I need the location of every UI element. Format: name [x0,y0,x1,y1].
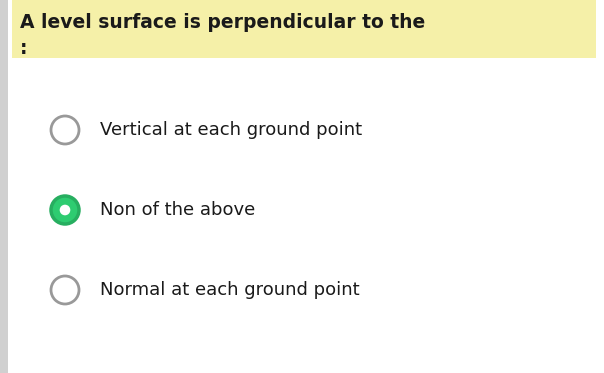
Circle shape [60,205,70,215]
Circle shape [51,276,79,304]
Bar [0,0,8,373]
Bar [12,0,596,58]
Circle shape [51,116,79,144]
Circle shape [51,196,79,224]
Text: Non of the above: Non of the above [100,201,255,219]
Text: Normal at each ground point: Normal at each ground point [100,281,359,299]
Text: Vertical at each ground point: Vertical at each ground point [100,121,362,139]
Text: A level surface is perpendicular to the: A level surface is perpendicular to the [20,13,425,31]
Text: :: : [20,38,28,57]
